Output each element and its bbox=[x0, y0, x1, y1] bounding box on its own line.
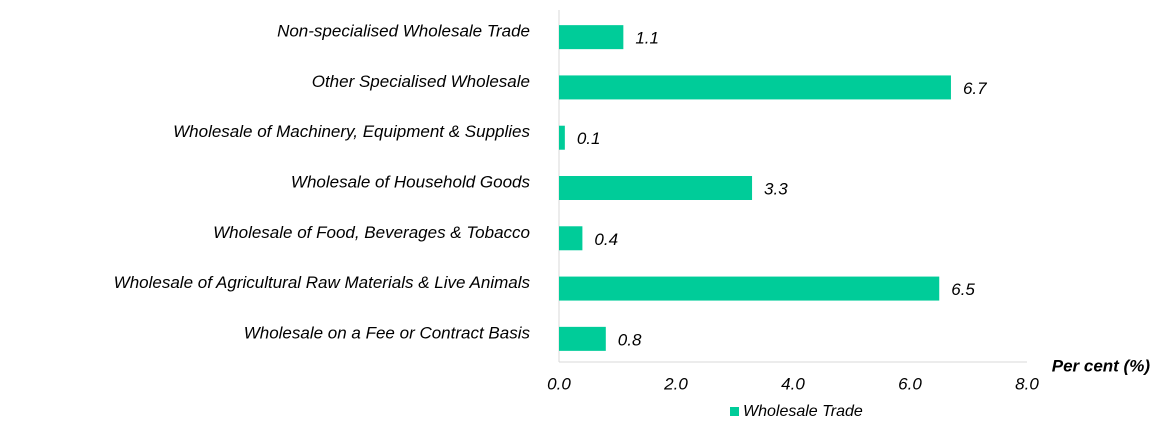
value-label: 6.5 bbox=[951, 280, 975, 299]
x-tick-label: 2.0 bbox=[663, 374, 688, 393]
bar bbox=[559, 176, 753, 200]
y-tick-label: Wholesale on a Fee or Contract Basis bbox=[244, 323, 531, 342]
legend-swatch bbox=[730, 407, 739, 416]
y-tick-label: Other Specialised Wholesale bbox=[312, 72, 530, 91]
y-tick-label: Wholesale of Food, Beverages & Tobacco bbox=[213, 223, 530, 242]
y-tick-label: Non-specialised Wholesale Trade bbox=[277, 22, 530, 41]
x-tick-label: 8.0 bbox=[1015, 374, 1039, 393]
legend-label: Wholesale Trade bbox=[743, 403, 863, 420]
x-tick-label: 4.0 bbox=[781, 374, 805, 393]
x-tick-label: 6.0 bbox=[898, 374, 922, 393]
bar bbox=[559, 326, 606, 351]
value-label: 0.4 bbox=[594, 230, 618, 249]
bar bbox=[559, 125, 565, 150]
value-label: 1.1 bbox=[635, 29, 659, 48]
y-tick-label: Wholesale of Machinery, Equipment & Supp… bbox=[173, 122, 530, 141]
value-label: 0.1 bbox=[577, 129, 601, 148]
value-label: 0.8 bbox=[618, 330, 642, 349]
value-label: 6.7 bbox=[963, 79, 987, 98]
bar bbox=[559, 276, 940, 301]
x-tick-label: 0.0 bbox=[547, 374, 571, 393]
bar bbox=[559, 75, 951, 100]
value-label: 3.3 bbox=[764, 179, 788, 198]
y-tick-label: Wholesale of Agricultural Raw Materials … bbox=[114, 273, 531, 292]
x-axis-label: Per cent (%) bbox=[1052, 356, 1151, 375]
y-tick-label: Wholesale of Household Goods bbox=[291, 172, 531, 191]
bar bbox=[559, 25, 624, 50]
bar bbox=[559, 226, 583, 251]
